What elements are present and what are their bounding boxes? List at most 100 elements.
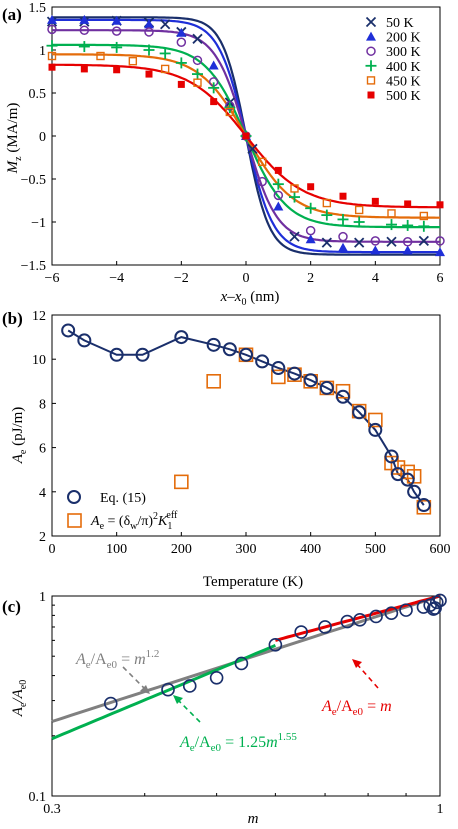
data-point [404,200,412,208]
data-point [46,40,58,52]
y-tick-label: 1 [39,590,46,605]
data-point [176,37,187,48]
data-point [159,47,171,59]
square-data-point [206,373,221,389]
x-tick-label: 600 [430,542,451,557]
data-point [322,198,332,208]
legend-ae-formula-label: Ae = (δw/π)2K1eff [90,510,178,532]
data-point [161,682,175,697]
legend-label: 50 K [386,16,414,31]
green-annotation-text: Ae/Ae0 = 1.25m1.55 [179,731,297,754]
panel-c-label: (c) [2,597,21,616]
data-point [176,27,187,37]
data-point [353,613,367,627]
circle-data-point [174,330,189,345]
green-annotation-arrow [176,698,201,723]
x-tick-label: 0 [49,542,56,557]
x-tick-label: −6 [45,271,60,286]
data-point [242,132,250,140]
data-point [273,190,284,201]
data-point [272,178,284,190]
panel-c-axes [51,595,441,797]
panel-c-data-points [103,593,447,711]
data-point [111,15,122,25]
gray-annotation-arrow [122,666,147,691]
panel-b-y-axis-label: Ae (pJ/m) [10,407,29,465]
legend-marker [365,16,377,28]
x-tick-label: 400 [300,542,321,557]
data-point [321,237,332,248]
legend-marker [366,76,376,85]
data-point [209,670,224,685]
data-point [289,191,300,203]
legend-marker [366,46,376,56]
data-point [273,201,284,211]
circle-data-point [400,472,415,487]
data-point [113,66,121,74]
panel-b-data-points [61,323,432,515]
gray-arrow-head [140,685,150,694]
gray-annotation-text: Ae/Ae0 = m1.2 [75,648,159,671]
x-tick-label: 4 [372,271,379,286]
circle-data-point [319,380,334,395]
panel-b-legend: Eq. (15) Ae = (δw/π)2K1eff [67,490,178,532]
data-point [428,601,442,615]
panel-a-tick-labels: −6 −4 −2 0 2 4 6 −1.5 −1 −0.5 0 0.5 1 1.5 [21,1,444,286]
data-point [177,80,185,88]
data-point [48,63,56,71]
x-tick-label: 300 [236,542,257,557]
data-point [337,213,349,225]
data-point [143,44,155,56]
y-tick-label: 4 [39,486,46,501]
data-point [305,234,316,244]
legend-marker [365,60,377,72]
circle-data-point [271,361,286,376]
panel-a-x-axis-label: x–x0 (nm) [220,289,280,308]
data-point [418,220,430,232]
panel-c-y-axis-label: Ae/Ae0 [10,680,29,717]
square-data-point [368,412,383,428]
x-tick-label: −4 [109,271,124,286]
legend-eq15-label: Eq. (15) [100,491,146,506]
data-point [435,236,445,246]
panel-a-data-points [46,14,445,257]
panel-b-label: (b) [2,309,23,328]
data-point [321,209,333,221]
y-tick-label: 1.5 [29,1,47,16]
data-point [387,209,396,218]
y-tick-label: −1.5 [21,259,46,274]
data-point [307,183,315,191]
panel-b-tick-labels: 0 100 200 300 400 500 600 2 4 6 8 10 12 [32,309,451,557]
data-point [399,603,413,617]
x-tick-label: 6 [437,271,444,286]
data-point-stroke2 [192,33,203,44]
data-point [160,64,170,74]
data-point [339,192,347,200]
legend-label: 200 K [386,31,421,46]
circle-data-point [135,347,150,362]
circle-data-point [239,347,253,362]
y-tick-label: −0.5 [21,173,46,188]
legend-square-marker [67,513,82,528]
data-point [369,609,383,624]
panel-b: (b) 0 100 200 300 400 500 600 2 4 6 8 10 12 Eq. (15)… [2,309,451,590]
data-point [353,216,365,228]
data-point-stroke2 [418,235,429,247]
y-tick-label: 1 [39,44,46,59]
legend-marker [366,31,376,41]
data-point [370,236,381,246]
circle-data-point [222,342,237,357]
y-tick-label: 0.1 [29,790,47,805]
data-point [318,620,332,634]
data-point [402,219,414,231]
data-point [224,102,236,114]
circle-data-point [407,484,422,499]
data-point [78,41,90,53]
data-point [435,247,445,257]
red-annotation-text: Ae/Ae0 = m [321,698,392,718]
red-arrow-head [352,659,362,668]
data-point [370,245,381,255]
square-data-point [271,369,286,385]
data-point [208,82,220,94]
